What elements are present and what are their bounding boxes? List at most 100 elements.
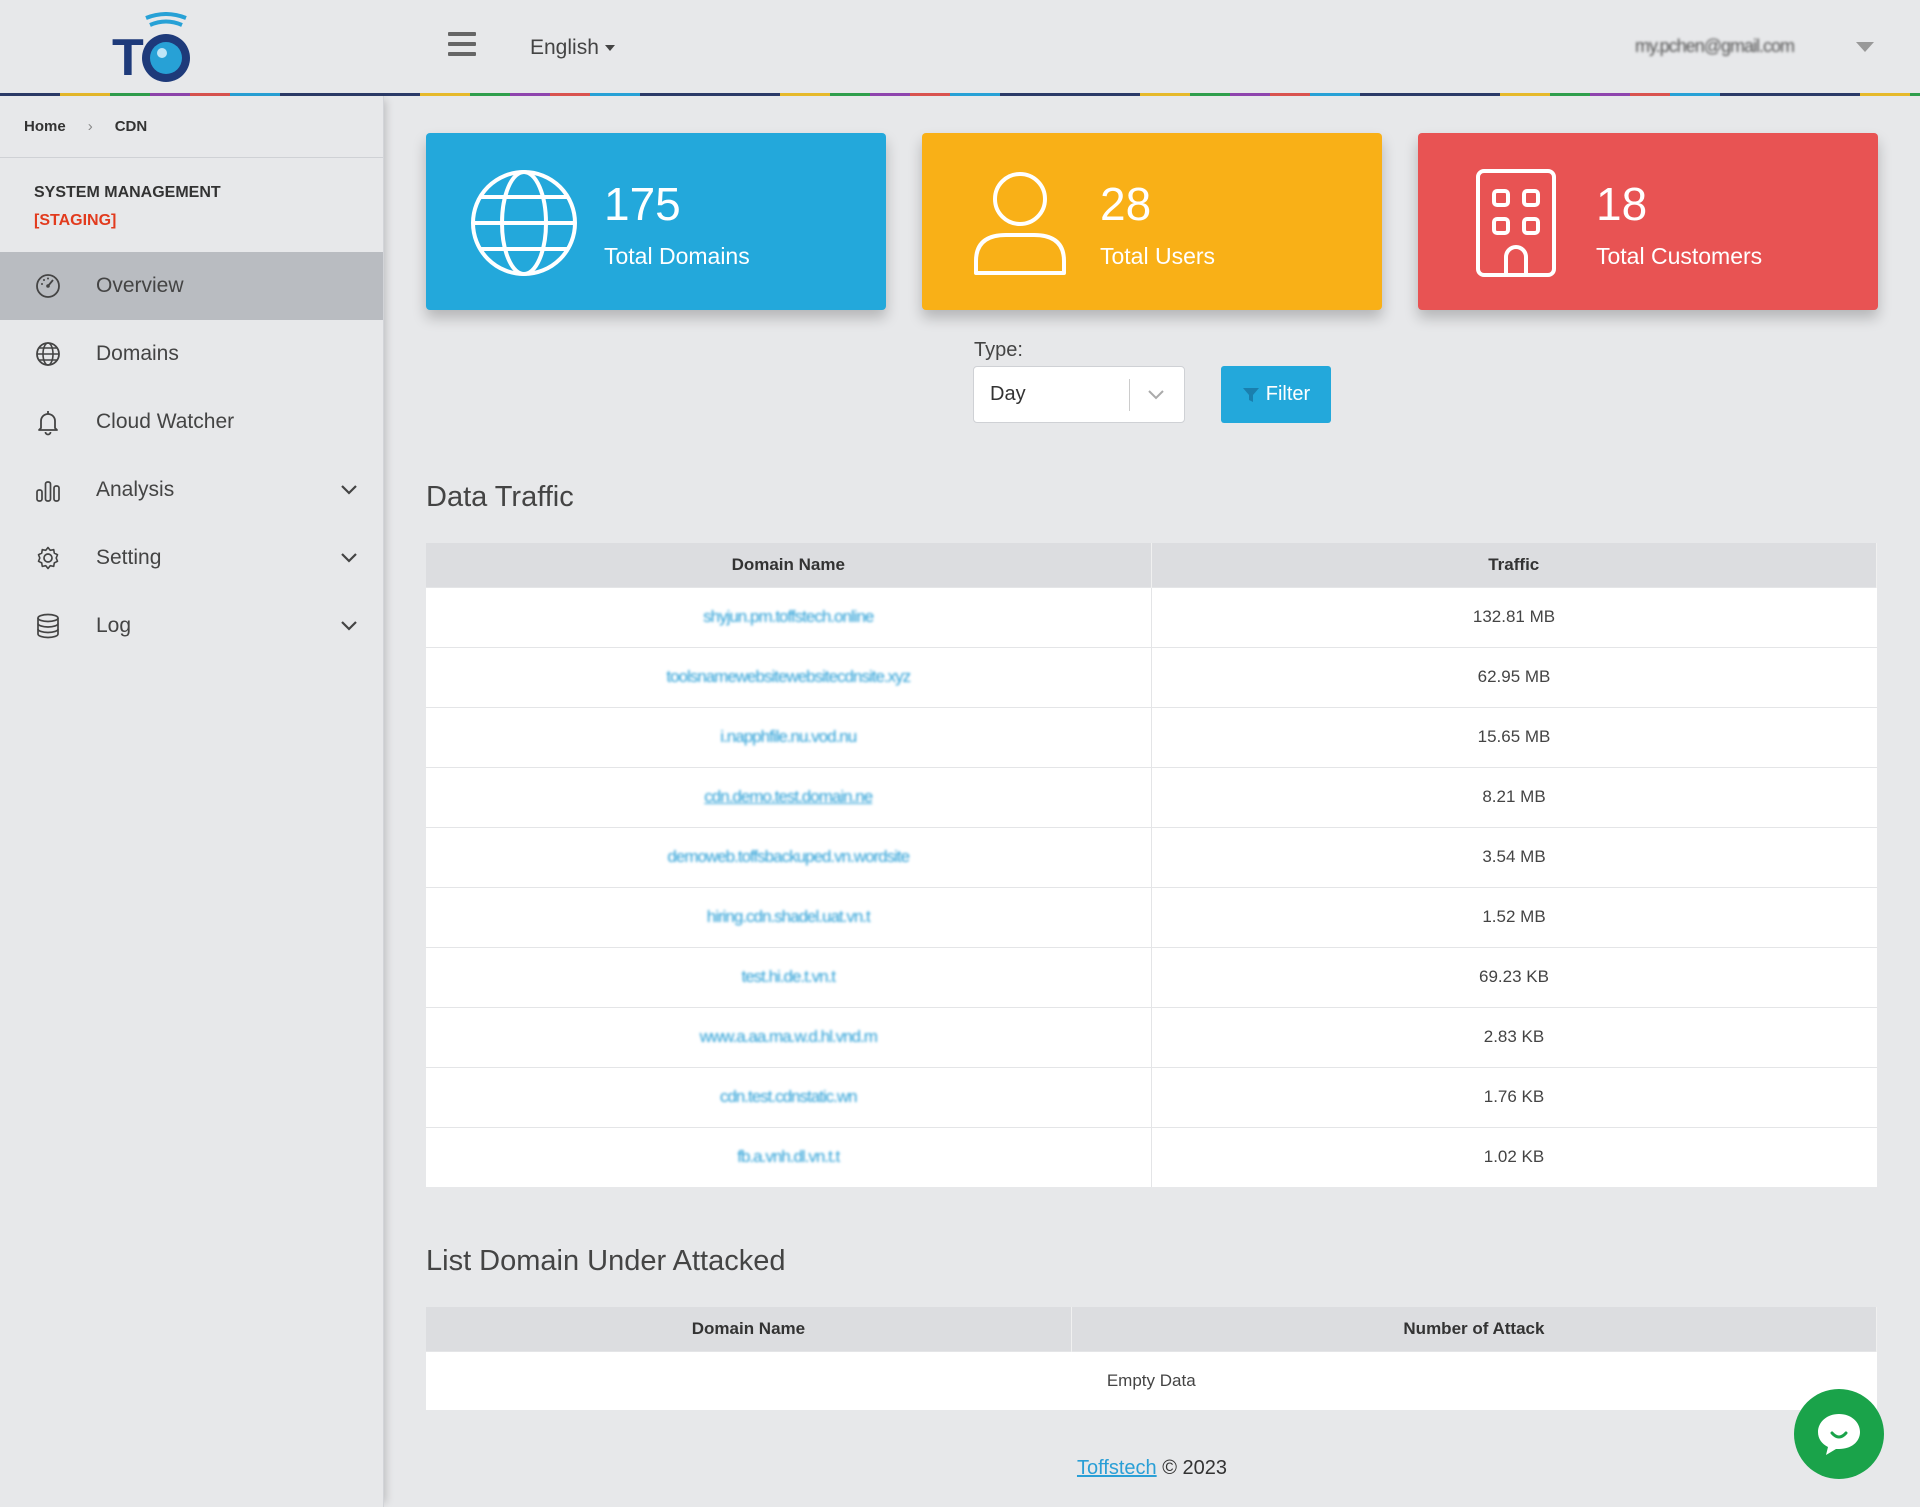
table-row: hiring.cdn.shadel.uat.vn.t 1.52 MB	[426, 886, 1877, 947]
domain-link[interactable]: demoweb.toffsbackuped.vn.wordsite	[667, 847, 910, 866]
stat-value: 28	[1100, 178, 1152, 230]
empty-row: Empty Data	[426, 1350, 1877, 1410]
breadcrumb: Home › CDN	[0, 96, 383, 158]
globe-icon	[471, 170, 577, 276]
attacked-title: List Domain Under Attacked	[426, 1245, 786, 1277]
logo-wifi-icon	[142, 12, 190, 82]
stat-value: 18	[1596, 178, 1648, 230]
funnel-icon	[1242, 387, 1259, 402]
sidebar-item-domains[interactable]: Domains	[0, 320, 383, 388]
table-row: www.a.aa.ma.w.d.hl.vnd.m 2.83 KB	[426, 1006, 1877, 1067]
table-row: fb.a.vnh.dl.vn.t.t 1.02 KB	[426, 1126, 1877, 1187]
filter-button[interactable]: Filter	[1221, 366, 1331, 423]
chevron-down-icon	[341, 621, 357, 631]
domain-link[interactable]: cdn.test.cdnstatic.wn	[719, 1087, 858, 1106]
type-select-value: Day	[990, 383, 1026, 405]
domain-link[interactable]: www.a.aa.ma.w.d.hl.vnd.m	[699, 1027, 878, 1046]
sidebar-item-label: Domains	[96, 342, 179, 365]
breadcrumb-current: CDN	[114, 118, 148, 135]
breadcrumb-home[interactable]: Home	[24, 118, 66, 135]
table-row: toolsnamewebsitewebsitecdnsite.xyz 62.95…	[426, 646, 1877, 707]
column-header-domain: Domain Name	[426, 543, 1152, 587]
sidebar-item-log[interactable]: Log	[0, 592, 383, 660]
building-icon	[1476, 169, 1556, 277]
chevron-down-icon	[1148, 390, 1164, 400]
stat-label: Total Domains	[604, 243, 750, 269]
logo-letter-t: T	[112, 29, 145, 87]
traffic-value: 1.02 KB	[1151, 1126, 1877, 1187]
traffic-value: 3.54 MB	[1151, 826, 1877, 887]
toffstech-link[interactable]: Toffstech	[1076, 1457, 1157, 1479]
language-dropdown[interactable]: English	[530, 36, 615, 60]
sidebar-menu: Overview Domains Cloud Watcher	[0, 252, 383, 660]
data-traffic-table: Domain Name Traffic shyjun.pm.toffstech.…	[426, 543, 1877, 1187]
hamburger-menu-button[interactable]	[448, 32, 476, 60]
column-header-attack-count: Number of Attack	[1071, 1307, 1878, 1351]
stat-card-domains[interactable]: 175 Total Domains	[426, 133, 886, 310]
system-title: SYSTEM MANAGEMENT	[34, 184, 221, 201]
sidebar-item-setting[interactable]: Setting	[0, 524, 383, 592]
traffic-value: 15.65 MB	[1151, 706, 1877, 767]
sidebar-item-analysis[interactable]: Analysis	[0, 456, 383, 524]
globe-icon	[36, 342, 60, 366]
database-icon	[37, 613, 59, 639]
toffs-logo[interactable]: TFFS	[112, 12, 272, 147]
sidebar-item-label: Log	[96, 614, 132, 637]
domain-link[interactable]: i.napphfile.nu.vod.nu	[720, 727, 857, 746]
column-header-domain: Domain Name	[426, 1307, 1072, 1351]
stat-label: Total Users	[1100, 243, 1216, 269]
caret-down-icon	[604, 45, 615, 52]
sidebar-item-label: Cloud Watcher	[96, 410, 235, 433]
domain-link[interactable]: cdn.demo.test.domain.ne	[704, 787, 873, 806]
footer: Toffstech © 2023	[384, 1457, 1920, 1480]
domain-link[interactable]: hiring.cdn.shadel.uat.vn.t	[706, 907, 871, 926]
copyright-text: © 2023	[1162, 1457, 1228, 1479]
chat-button[interactable]	[1794, 1389, 1884, 1479]
traffic-value: 2.83 KB	[1151, 1006, 1877, 1067]
traffic-value: 132.81 MB	[1151, 586, 1877, 647]
environment-badge: [STAGING]	[34, 212, 117, 229]
bell-icon	[38, 411, 58, 436]
traffic-value: 1.52 MB	[1151, 886, 1877, 947]
table-header-row: Domain Name Number of Attack	[426, 1307, 1878, 1351]
chevron-down-icon	[341, 485, 357, 495]
language-label: English	[530, 36, 599, 59]
sidebar-item-cloud-watcher[interactable]: Cloud Watcher	[0, 388, 383, 456]
domain-link[interactable]: test.hi.de.t.vn.t	[741, 967, 836, 986]
sidebar-item-label: Setting	[96, 546, 162, 569]
traffic-value: 69.23 KB	[1151, 946, 1877, 1007]
main-content: 175 Total Domains 28 Total Users 18 Tota…	[384, 96, 1920, 1507]
empty-data-text: Empty Data	[426, 1350, 1877, 1410]
header-color-stripe	[0, 93, 1920, 96]
top-header: TFFS English my.pchen@gmail.com	[0, 0, 1920, 147]
type-select[interactable]: Day	[973, 366, 1185, 423]
sidebar: Home › CDN SYSTEM MANAGEMENT [STAGING] O…	[0, 96, 384, 1507]
sidebar-item-label: Overview	[96, 274, 184, 297]
user-email[interactable]: my.pchen@gmail.com	[1635, 36, 1795, 56]
dashboard-icon	[36, 274, 60, 298]
traffic-value: 62.95 MB	[1151, 646, 1877, 707]
gear-icon	[37, 546, 59, 570]
stat-value: 175	[604, 178, 681, 230]
table-row: i.napphfile.nu.vod.nu 15.65 MB	[426, 706, 1877, 767]
bar-chart-icon	[36, 481, 60, 502]
chevron-down-icon	[341, 553, 357, 563]
table-row: shyjun.pm.toffstech.online 132.81 MB	[426, 586, 1877, 647]
domain-link[interactable]: toolsnamewebsitewebsitecdnsite.xyz	[666, 667, 911, 686]
table-row: demoweb.toffsbackuped.vn.wordsite 3.54 M…	[426, 826, 1877, 887]
stat-card-customers[interactable]: 18 Total Customers	[1418, 133, 1878, 310]
stat-label: Total Customers	[1596, 243, 1763, 269]
traffic-value: 1.76 KB	[1151, 1066, 1877, 1127]
user-icon	[974, 172, 1066, 275]
sidebar-item-label: Analysis	[96, 478, 175, 501]
chat-bubble-icon	[1818, 1414, 1860, 1455]
domain-link[interactable]: shyjun.pm.toffstech.online	[703, 607, 874, 626]
stat-card-users[interactable]: 28 Total Users	[922, 133, 1382, 310]
domain-link[interactable]: fb.a.vnh.dl.vn.t.t	[737, 1147, 840, 1167]
table-row: cdn.demo.test.domain.ne 8.21 MB	[426, 766, 1877, 827]
sidebar-item-overview[interactable]: Overview	[0, 252, 383, 320]
user-menu-caret-icon[interactable]	[1856, 42, 1874, 52]
table-row: test.hi.de.t.vn.t 69.23 KB	[426, 946, 1877, 1007]
table-header-row: Domain Name Traffic	[426, 543, 1877, 587]
type-label: Type:	[974, 339, 1023, 361]
